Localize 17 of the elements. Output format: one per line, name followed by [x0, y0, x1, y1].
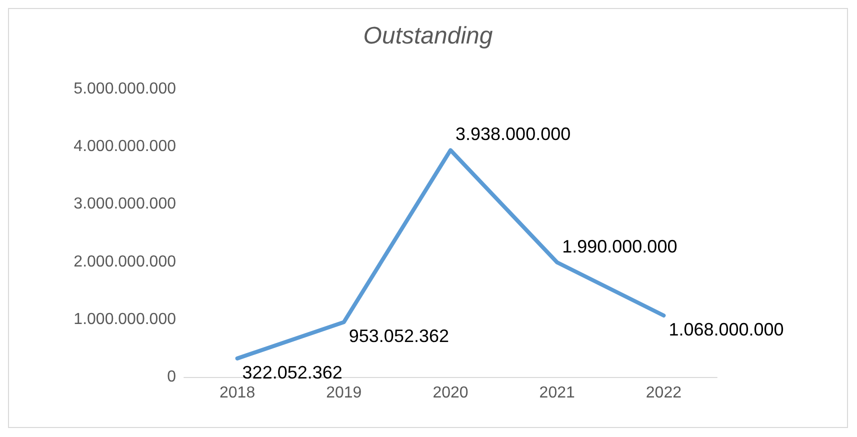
data-label: 1.990.000.000: [562, 236, 678, 256]
y-tick-label: 2.000.000.000: [74, 253, 176, 270]
y-tick-label: 3.000.000.000: [74, 196, 176, 213]
x-tick-label: 2018: [220, 384, 256, 402]
x-tick-label: 2021: [539, 384, 575, 402]
y-tick-label: 4.000.000.000: [74, 138, 176, 156]
y-tick-label: 0: [167, 368, 176, 386]
x-tick-label: 2022: [646, 384, 682, 402]
x-tick-label: 2019: [326, 384, 362, 402]
x-tick-label: 2020: [432, 384, 468, 402]
data-label: 322.052.362: [242, 362, 342, 382]
data-label: 953.052.362: [348, 326, 450, 346]
data-label: 1.068.000.000: [668, 319, 784, 340]
y-tick-label: 5.000.000.000: [74, 80, 176, 98]
y-tick-label: 1.000.000.000: [74, 310, 176, 328]
data-label: 3.938.000.000: [456, 124, 571, 144]
chart-title: Outstanding: [363, 22, 494, 50]
